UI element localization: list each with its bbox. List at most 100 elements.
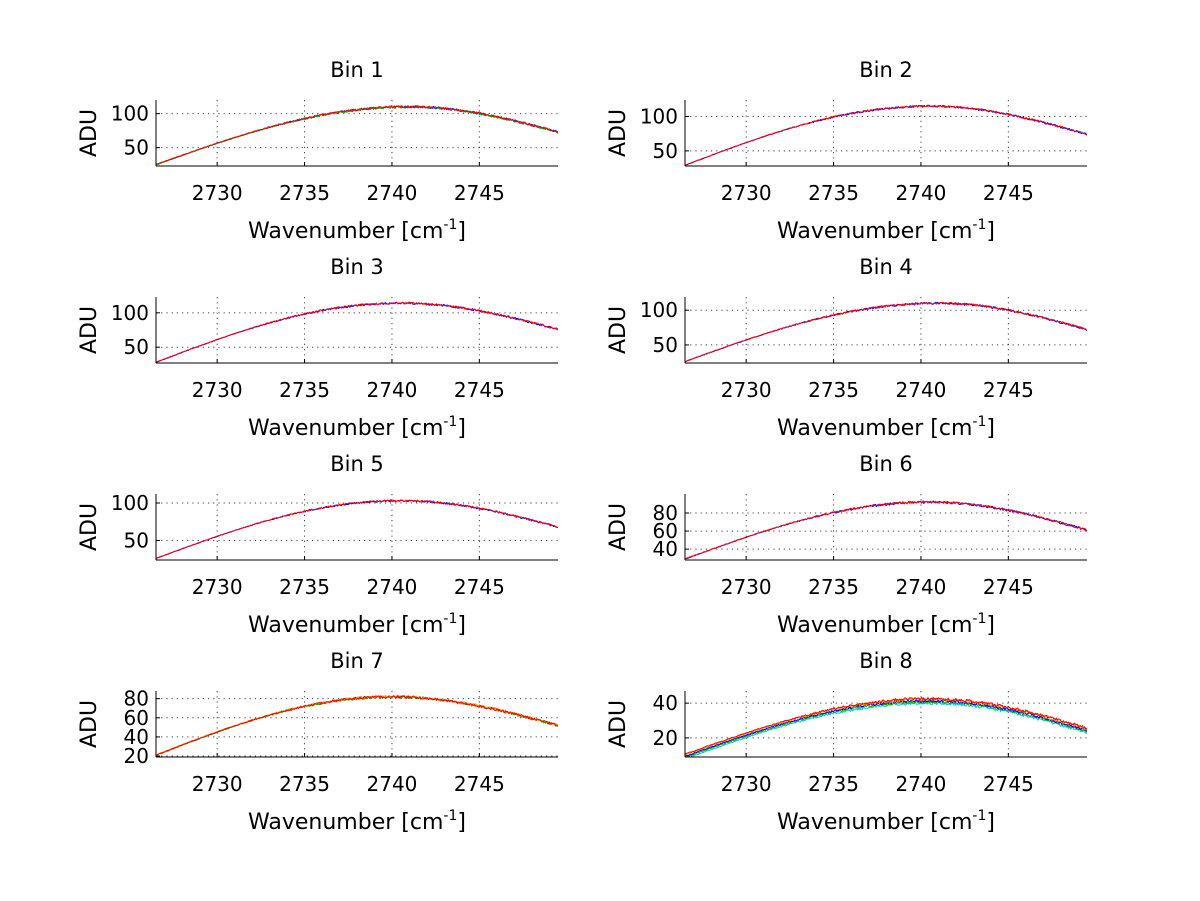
x-tick-label: 2735 [279, 181, 330, 205]
series-line [685, 500, 1087, 560]
x-tick-label: 2745 [983, 575, 1034, 599]
series-line [156, 694, 558, 756]
subplot-title: Bin 3 [330, 255, 384, 279]
x-axis-label-superscript: -1 [443, 414, 457, 430]
x-axis-label: Wavenumber [cm-1] [248, 808, 466, 835]
x-tick-label: 2735 [808, 772, 859, 796]
y-tick-label: 20 [653, 726, 678, 750]
subplot-title: Bin 7 [330, 649, 384, 673]
y-axis-label: ADU [77, 503, 102, 551]
x-tick-label: 2735 [808, 378, 859, 402]
x-axis-label-superscript: -1 [443, 217, 457, 233]
y-axis-label: ADU [77, 109, 102, 157]
x-axis-label-superscript: -1 [972, 414, 986, 430]
x-axis-label: Wavenumber [cm-1] [248, 611, 466, 638]
y-tick-label: 50 [653, 333, 678, 357]
subplot-title: Bin 5 [330, 452, 384, 476]
x-tick-label: 2730 [192, 575, 243, 599]
subplot-5: Bin 5 2730 2735 2740 2745 50 100 ADU Wavenumber … [77, 452, 558, 638]
x-tick-label: 2740 [896, 181, 947, 205]
x-tick-label: 2735 [279, 772, 330, 796]
x-tick-label: 2740 [367, 181, 418, 205]
x-axis-label: Wavenumber [cm-1] [777, 217, 995, 244]
subplot-title: Bin 6 [859, 452, 913, 476]
x-axis-label-end: ] [457, 416, 466, 441]
series-line [685, 698, 1087, 757]
series-line [156, 105, 558, 166]
subplot-4: Bin 4 2730 2735 2740 2745 50 100 ADU Wavenumber … [606, 255, 1087, 441]
x-axis-label: Wavenumber [cm-1] [248, 217, 466, 244]
subplot-title: Bin 8 [859, 649, 913, 673]
series-line [156, 695, 558, 756]
x-axis-label-end: ] [986, 810, 995, 835]
x-axis-label-text: Wavenumber [cm [248, 613, 443, 638]
x-axis-label-superscript: -1 [972, 611, 986, 627]
x-axis-label-end: ] [457, 219, 466, 244]
x-axis-label-end: ] [457, 613, 466, 638]
series-line [685, 500, 1087, 560]
x-tick-label: 2745 [983, 181, 1034, 205]
y-tick-label: 80 [124, 687, 149, 711]
x-tick-label: 2735 [808, 575, 859, 599]
x-axis-label-end: ] [986, 219, 995, 244]
y-tick-label: 60 [124, 706, 149, 730]
x-tick-label: 2745 [454, 181, 505, 205]
x-axis-label-text: Wavenumber [cm [248, 416, 443, 441]
subplot-8: Bin 8 2730 2735 2740 2745 20 40 ADU Wavenumber [… [606, 649, 1087, 835]
y-tick-label: 40 [653, 537, 678, 561]
series-line [156, 301, 558, 363]
x-axis-label-text: Wavenumber [cm [777, 810, 972, 835]
x-tick-label: 2730 [721, 575, 772, 599]
y-tick-label: 100 [640, 298, 678, 322]
series-line [685, 301, 1087, 363]
y-tick-label: 80 [653, 501, 678, 525]
subplot-title: Bin 1 [330, 58, 384, 82]
x-tick-label: 2740 [367, 575, 418, 599]
x-tick-label: 2740 [896, 575, 947, 599]
y-tick-label: 60 [653, 519, 678, 543]
x-axis-label-end: ] [986, 416, 995, 441]
y-tick-label: 100 [111, 301, 149, 325]
x-axis-label-superscript: -1 [972, 217, 986, 233]
series-line [685, 699, 1087, 757]
x-tick-label: 2740 [367, 378, 418, 402]
x-tick-label: 2740 [896, 378, 947, 402]
x-tick-label: 2740 [367, 772, 418, 796]
y-tick-label: 40 [653, 691, 678, 715]
y-axis-label: ADU [606, 306, 631, 354]
series-line [685, 301, 1087, 362]
x-tick-label: 2745 [454, 378, 505, 402]
x-axis-label: Wavenumber [cm-1] [248, 414, 466, 441]
x-tick-label: 2730 [721, 181, 772, 205]
x-axis-label-text: Wavenumber [cm [777, 613, 972, 638]
series-line [685, 104, 1087, 166]
x-tick-label: 2745 [983, 378, 1034, 402]
x-axis-label-text: Wavenumber [cm [777, 219, 972, 244]
y-tick-label: 50 [124, 335, 149, 359]
y-axis-label: ADU [606, 109, 631, 157]
x-tick-label: 2730 [721, 772, 772, 796]
x-axis-label-text: Wavenumber [cm [248, 219, 443, 244]
subplot-title: Bin 4 [859, 255, 913, 279]
series-line [156, 105, 558, 165]
x-tick-label: 2735 [808, 181, 859, 205]
y-axis-label: ADU [77, 306, 102, 354]
subplot-title: Bin 2 [859, 58, 913, 82]
x-tick-label: 2730 [192, 378, 243, 402]
x-tick-label: 2745 [454, 772, 505, 796]
series-line [156, 499, 558, 559]
y-tick-label: 40 [124, 725, 149, 749]
x-axis-label: Wavenumber [cm-1] [777, 414, 995, 441]
x-tick-label: 2735 [279, 378, 330, 402]
x-tick-label: 2745 [454, 575, 505, 599]
x-tick-label: 2740 [896, 772, 947, 796]
x-axis-label-superscript: -1 [972, 808, 986, 824]
series-line [156, 105, 558, 165]
y-tick-label: 50 [124, 529, 149, 553]
subplot-1: Bin 1 2730 2735 2740 2745 50 100 ADU Wavenumber … [77, 58, 558, 244]
series-line [156, 499, 558, 559]
x-axis-label-text: Wavenumber [cm [777, 416, 972, 441]
